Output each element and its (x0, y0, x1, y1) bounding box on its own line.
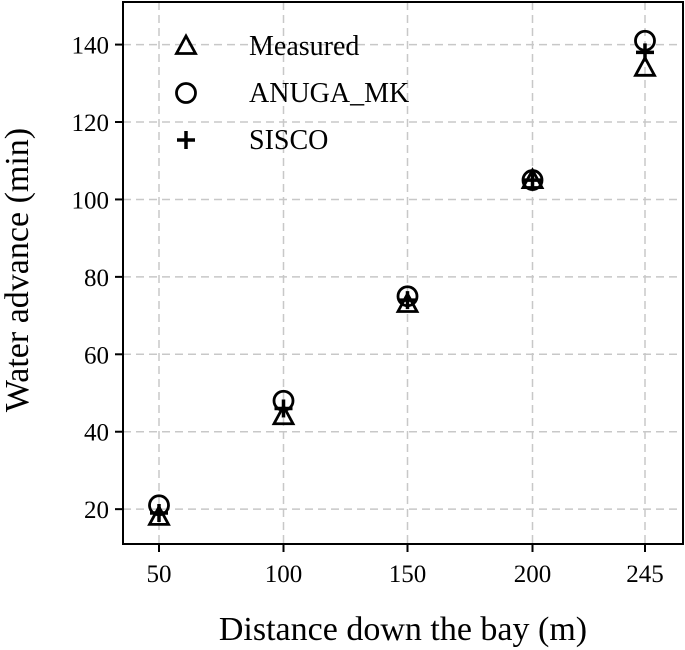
y-tick-label: 40 (84, 420, 109, 447)
point-measured (633, 54, 657, 77)
legend-label: SISCO (249, 125, 328, 156)
y-tick-label: 80 (84, 265, 109, 292)
x-tick-label: 100 (265, 561, 303, 588)
axis-ticks: 50 100 150 200 245 20 40 60 80 100 120 140 (72, 33, 664, 588)
point-sisco (150, 504, 168, 523)
point-measured (271, 403, 296, 426)
legend-marker-anuga_mk (175, 82, 197, 104)
gridlines (123, 2, 683, 544)
point-measured (147, 503, 171, 526)
y-axis-title: Water advance (min) (0, 128, 36, 412)
x-tick-label: 50 (147, 561, 172, 588)
data-points (147, 29, 657, 526)
plot-area-frame (122, 1, 684, 545)
x-tick-label: 200 (514, 561, 552, 588)
point-sisco (274, 399, 293, 418)
point-anuga_mk (521, 169, 544, 191)
legend-marker-measured (174, 33, 198, 55)
y-tick-label: 20 (84, 497, 109, 524)
legend-label: ANUGA_MK (249, 78, 409, 109)
x-tick-label: 245 (626, 561, 664, 588)
y-tick-label: 140 (72, 33, 110, 60)
point-sisco (523, 171, 542, 190)
point-sisco (398, 291, 417, 310)
point-measured (395, 291, 420, 313)
y-tick-label: 100 (72, 187, 110, 214)
y-tick-label: 120 (72, 110, 110, 137)
x-tick-label: 150 (389, 561, 427, 588)
point-sisco (636, 43, 654, 62)
legend: Measured ANUGA_MK SISCO (174, 31, 409, 156)
x-axis-title: Distance down the bay (m) (219, 611, 587, 648)
y-tick-label: 60 (84, 342, 109, 369)
legend-label: Measured (249, 31, 359, 62)
legend-marker-sisco (177, 131, 195, 149)
